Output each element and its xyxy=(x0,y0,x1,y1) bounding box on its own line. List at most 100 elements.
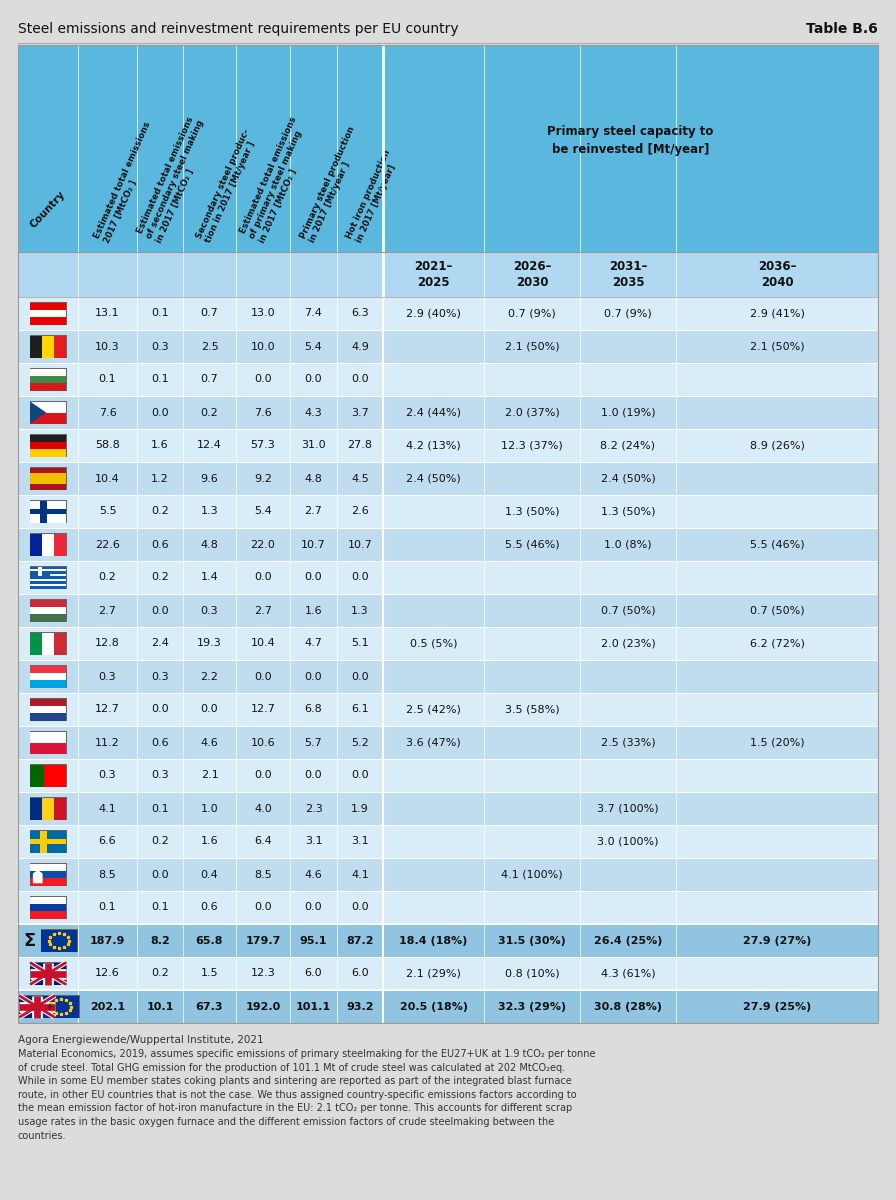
Text: 0.1: 0.1 xyxy=(99,902,116,912)
Text: 0.0: 0.0 xyxy=(201,704,219,714)
Text: 0.0: 0.0 xyxy=(305,672,323,682)
Bar xyxy=(30,401,66,424)
Text: 22.0: 22.0 xyxy=(251,540,275,550)
Bar xyxy=(30,863,66,886)
Text: 4.8: 4.8 xyxy=(305,474,323,484)
Bar xyxy=(30,574,66,576)
Text: 3.5 (58%): 3.5 (58%) xyxy=(504,704,559,714)
Text: 0.3: 0.3 xyxy=(151,672,168,682)
Bar xyxy=(18,560,878,594)
Text: 2.5 (42%): 2.5 (42%) xyxy=(406,704,461,714)
Text: 2.0 (37%): 2.0 (37%) xyxy=(504,408,559,418)
Text: 0.0: 0.0 xyxy=(305,902,323,912)
Bar xyxy=(30,484,66,490)
Text: 0.0: 0.0 xyxy=(305,572,323,582)
Bar xyxy=(30,698,66,721)
Bar xyxy=(30,336,42,358)
Bar xyxy=(30,764,66,787)
Text: 4.7: 4.7 xyxy=(305,638,323,648)
Text: 6.3: 6.3 xyxy=(351,308,369,318)
Bar xyxy=(30,962,66,985)
Text: 0.1: 0.1 xyxy=(151,308,168,318)
Text: 1.0: 1.0 xyxy=(201,804,219,814)
Bar xyxy=(30,434,66,457)
Text: 2.1 (50%): 2.1 (50%) xyxy=(504,342,559,352)
Text: 3.7: 3.7 xyxy=(351,408,369,418)
Text: 1.3: 1.3 xyxy=(201,506,219,516)
Text: Country: Country xyxy=(29,190,67,230)
Text: 20.5 (18%): 20.5 (18%) xyxy=(400,1002,468,1012)
Text: 2.9 (41%): 2.9 (41%) xyxy=(750,308,805,318)
Bar xyxy=(30,310,66,317)
Bar xyxy=(40,500,47,522)
Bar xyxy=(30,534,42,556)
Text: 0.0: 0.0 xyxy=(254,770,271,780)
Bar xyxy=(18,494,878,528)
Bar xyxy=(30,576,66,578)
Text: 2.0 (23%): 2.0 (23%) xyxy=(600,638,655,648)
Bar xyxy=(40,830,47,852)
Text: 65.8: 65.8 xyxy=(195,936,223,946)
Text: 67.3: 67.3 xyxy=(195,1002,223,1012)
Text: 0.0: 0.0 xyxy=(254,374,271,384)
Bar xyxy=(30,911,66,918)
Bar xyxy=(30,335,66,358)
Bar xyxy=(30,896,66,904)
Bar xyxy=(30,500,66,522)
Bar xyxy=(30,896,66,919)
Text: 7.4: 7.4 xyxy=(305,308,323,318)
Text: 5.1: 5.1 xyxy=(351,638,369,648)
Text: 6.8: 6.8 xyxy=(305,704,323,714)
Text: 5.4: 5.4 xyxy=(254,506,271,516)
Text: 0.0: 0.0 xyxy=(351,902,369,912)
Text: 6.6: 6.6 xyxy=(99,836,116,846)
Bar xyxy=(18,726,878,758)
Text: 0.0: 0.0 xyxy=(351,672,369,682)
Bar xyxy=(30,632,42,654)
Bar xyxy=(42,336,54,358)
Text: 11.2: 11.2 xyxy=(95,738,120,748)
Text: 0.7 (9%): 0.7 (9%) xyxy=(604,308,652,318)
Text: 0.7 (50%): 0.7 (50%) xyxy=(750,606,805,616)
Text: 1.9: 1.9 xyxy=(351,804,369,814)
Text: 2.4: 2.4 xyxy=(151,638,169,648)
Bar xyxy=(30,533,66,556)
Text: 2.1: 2.1 xyxy=(201,770,219,780)
Text: 4.3: 4.3 xyxy=(305,408,323,418)
Bar xyxy=(30,402,66,413)
Text: 4.5: 4.5 xyxy=(351,474,369,484)
Text: 8.9 (26%): 8.9 (26%) xyxy=(750,440,805,450)
Bar xyxy=(18,330,878,362)
Polygon shape xyxy=(33,870,43,883)
Bar xyxy=(30,599,66,622)
Text: 0.7 (50%): 0.7 (50%) xyxy=(600,606,655,616)
Bar xyxy=(30,600,66,607)
Text: 0.2: 0.2 xyxy=(151,572,168,582)
Bar xyxy=(30,581,66,583)
Bar xyxy=(18,44,878,1022)
Text: +: + xyxy=(45,1002,53,1012)
Text: 0.6: 0.6 xyxy=(151,738,168,748)
Bar xyxy=(30,632,66,655)
Text: Estimated total emissions
of secondary steel making
in 2017 [MtCO₂ ]: Estimated total emissions of secondary s… xyxy=(135,114,215,244)
Text: 2.5 (33%): 2.5 (33%) xyxy=(600,738,655,748)
Bar xyxy=(30,509,66,515)
Bar xyxy=(30,798,42,820)
Text: Σ: Σ xyxy=(23,931,35,949)
Bar xyxy=(45,764,66,786)
Text: 12.8: 12.8 xyxy=(95,638,120,648)
Text: 3.7 (100%): 3.7 (100%) xyxy=(598,804,659,814)
Text: 4.6: 4.6 xyxy=(305,870,323,880)
Text: 12.6: 12.6 xyxy=(95,968,120,978)
Text: 0.0: 0.0 xyxy=(151,408,168,418)
Bar xyxy=(30,698,66,706)
Bar xyxy=(18,626,878,660)
Bar xyxy=(30,743,66,754)
Bar xyxy=(42,995,80,1018)
Text: 27.9 (27%): 27.9 (27%) xyxy=(743,936,811,946)
Bar xyxy=(38,566,42,576)
Text: Estimated total emissions
2017 [MtCO₂ ]: Estimated total emissions 2017 [MtCO₂ ] xyxy=(92,120,162,244)
Text: 1.0 (19%): 1.0 (19%) xyxy=(600,408,655,418)
Text: 0.3: 0.3 xyxy=(201,606,219,616)
Text: 13.0: 13.0 xyxy=(251,308,275,318)
